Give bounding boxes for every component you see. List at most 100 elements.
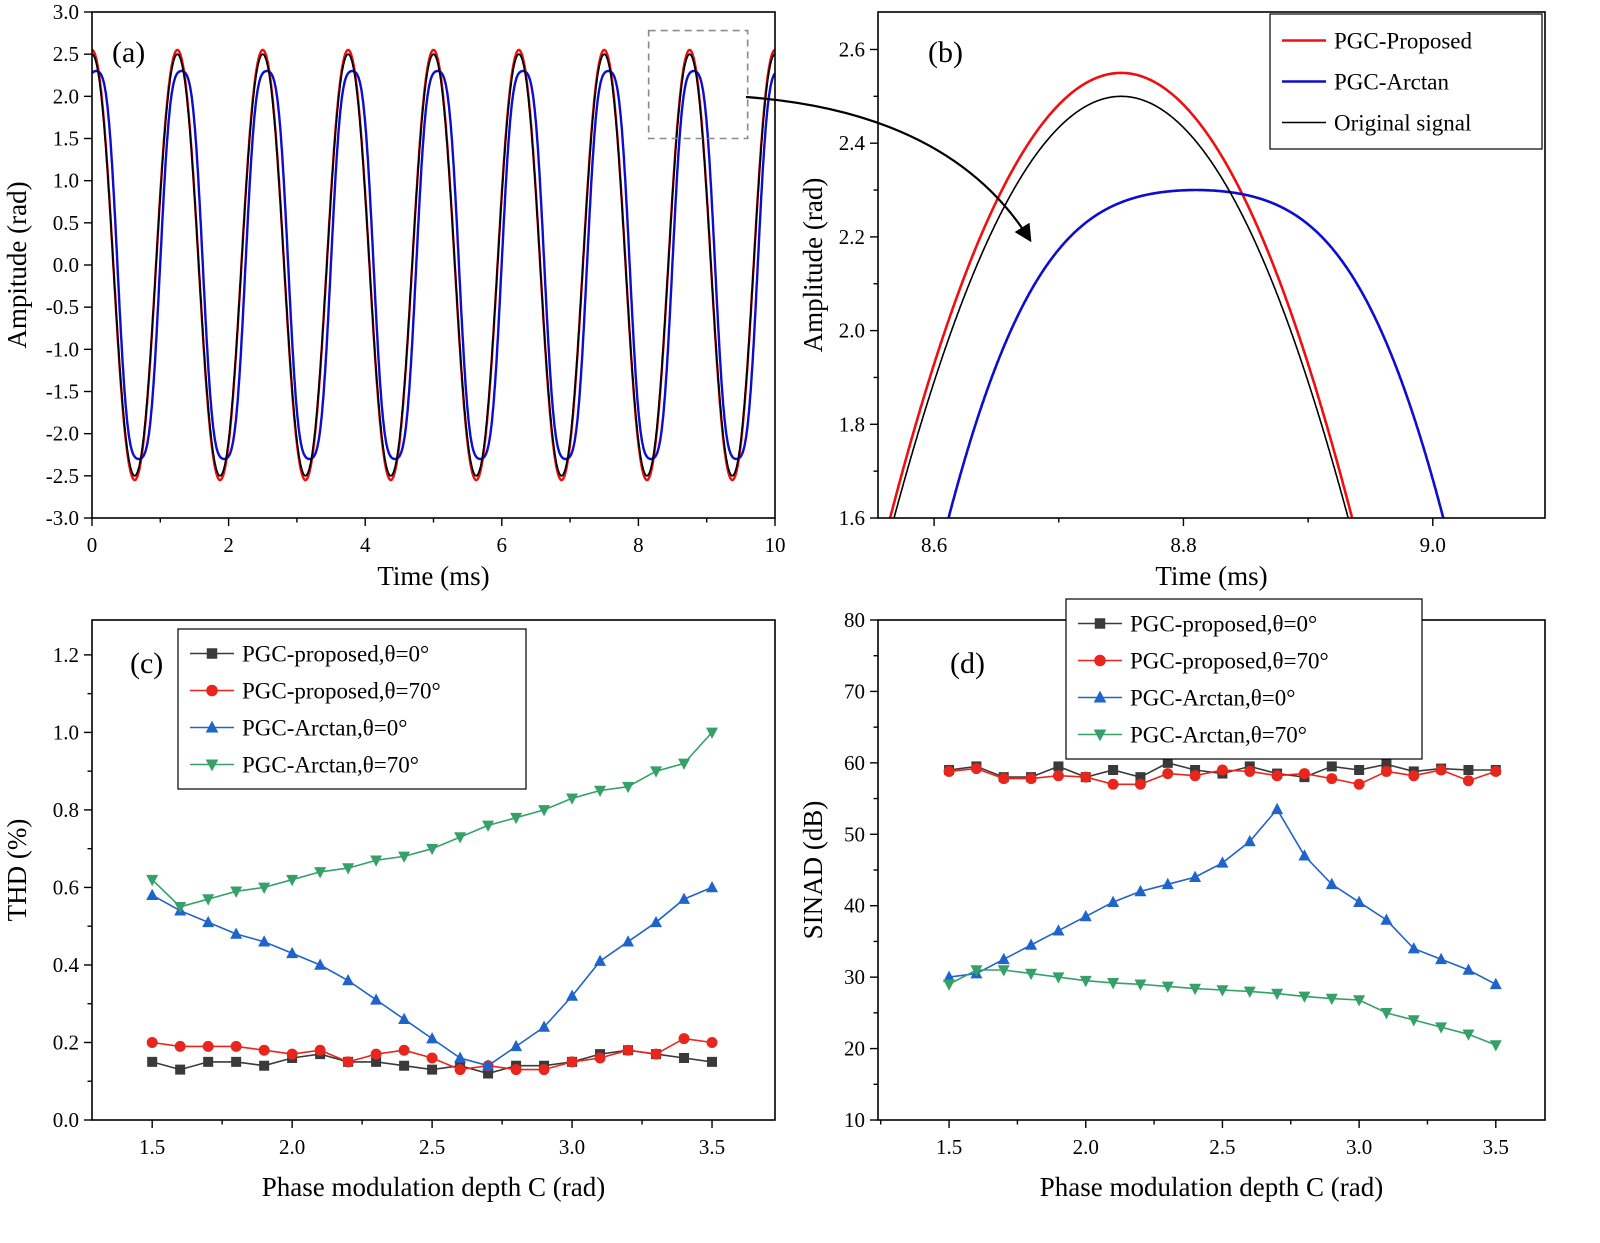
y-tick-label: 2.4 <box>839 131 866 155</box>
y-tick-label: 0.5 <box>53 211 79 235</box>
y-tick-label: 1.2 <box>53 643 79 667</box>
y-tick-label: -0.5 <box>46 295 79 319</box>
y-tick-label: -1.5 <box>46 380 79 404</box>
axis-label-y-b: Amplitude (rad) <box>800 178 828 353</box>
y-tick-label: 0.0 <box>53 1108 79 1132</box>
legend-item-label: Original signal <box>1334 111 1471 136</box>
y-tick-label: 80 <box>844 608 865 632</box>
y-tick-label: 2.5 <box>53 42 79 66</box>
legend-item-label: PGC-proposed,θ=0° <box>242 642 429 667</box>
y-tick-label: 3.0 <box>53 0 79 24</box>
ticks-d <box>870 619 1497 1128</box>
x-tick-label: 8.6 <box>921 533 947 557</box>
y-tick-label: -2.5 <box>46 464 79 488</box>
axis-label-y-d: SINAD (dB) <box>800 801 828 940</box>
x-tick-label: 3.5 <box>699 1135 725 1159</box>
axis-label-x-d: Phase modulation depth C (rad) <box>1040 1172 1383 1202</box>
y-tick-label: 2.2 <box>839 225 865 249</box>
series-pgc-arctan <box>92 69 775 461</box>
y-tick-label: -2.0 <box>46 422 79 446</box>
y-tick-label: 30 <box>844 965 865 989</box>
series-pgc-proposed <box>888 71 1354 518</box>
y-tick-label: 1.0 <box>53 169 79 193</box>
x-tick-label: 1.5 <box>936 1135 962 1159</box>
panel-a-waveform-chart: 0 2 4 6 8 10 3.0 2.5 2.0 1.5 1.0 0.5 0.0 -0.5 -1.0 -1.5… <box>2 0 786 591</box>
y-tick-label: 70 <box>844 679 865 703</box>
y-tick-label: 60 <box>844 751 865 775</box>
legend-item-label: PGC-proposed,θ=70° <box>242 679 441 704</box>
x-tick-label: 8.8 <box>1170 533 1196 557</box>
legend-item-label: PGC-Arctan,θ=0° <box>242 716 407 741</box>
y-tick-label: 2.0 <box>839 319 865 343</box>
legend-c: PGC-proposed,θ=0° PGC-proposed,θ=70° PGC-A… <box>177 628 527 790</box>
panel-label-b: (b) <box>928 36 963 69</box>
legend-item-label: PGC-Arctan <box>1334 70 1449 95</box>
panel-d-sinad-chart: 1.5 2.0 2.5 3.0 3.5 10 20 30 40 50 60 70 80 Phase mod… <box>800 598 1546 1202</box>
y-tick-label: 2.6 <box>839 37 865 61</box>
y-tick-label: 1.0 <box>53 720 79 744</box>
tick-labels-a: 0 2 4 6 8 10 3.0 2.5 2.0 1.5 1.0 0.5 0.0 -0.5 -1.0 -1.5… <box>46 0 786 557</box>
tick-labels-d: 1.5 2.0 2.5 3.0 3.5 10 20 30 40 50 60 70 80 <box>844 608 1509 1159</box>
x-tick-label: 6 <box>497 533 508 557</box>
y-tick-label: 50 <box>844 822 865 846</box>
axis-label-x-a: Time (ms) <box>377 561 489 591</box>
axis-label-y-c: THD (%) <box>2 819 32 922</box>
panel-c-thd-chart: 1.5 2.0 2.5 3.0 3.5 0.0 0.2 0.4 0.6 0.8 1.0 1.2 Phas… <box>2 619 776 1202</box>
axes-frame-c <box>91 619 776 1121</box>
x-tick-label: 8 <box>633 533 644 557</box>
legend-item-label: PGC-Arctan,θ=70° <box>1130 723 1307 748</box>
x-tick-label: 2.0 <box>1073 1135 1099 1159</box>
x-tick-label: 0 <box>87 533 98 557</box>
axis-label-y-a: Ampitude (rad) <box>2 181 32 348</box>
y-tick-label: 20 <box>844 1037 865 1061</box>
y-tick-label: -1.0 <box>46 337 79 361</box>
y-tick-label: 1.6 <box>839 506 865 530</box>
series-markers-pgc-arctan-70 <box>943 965 1502 1052</box>
x-tick-label: 9.0 <box>1420 533 1446 557</box>
legend-item-label: PGC-Arctan,θ=70° <box>242 753 419 778</box>
y-tick-label: 0.2 <box>53 1030 79 1054</box>
series-markers-pgc-proposed-70 <box>943 763 1502 790</box>
panel-label-a: (a) <box>112 36 145 69</box>
x-tick-label: 2.0 <box>279 1135 305 1159</box>
panel-label-c: (c) <box>130 647 163 680</box>
plot-area-d <box>943 757 1502 1052</box>
x-tick-label: 1.5 <box>139 1135 165 1159</box>
series-original-signal <box>92 53 775 477</box>
x-tick-label: 3.0 <box>1346 1135 1372 1159</box>
x-tick-label: 2 <box>223 533 234 557</box>
series-markers-pgc-arctan-0 <box>146 880 719 1071</box>
y-tick-label: 0.4 <box>53 953 80 977</box>
plot-area-c <box>146 727 719 1079</box>
y-tick-label: 0.0 <box>53 253 79 277</box>
legend-b: PGC-Proposed PGC-Arctan Original signal <box>1269 13 1543 150</box>
y-tick-label: 40 <box>844 894 865 918</box>
legend-item-label: PGC-proposed,θ=0° <box>1130 612 1317 637</box>
x-tick-label: 2.5 <box>419 1135 445 1159</box>
y-tick-label: 0.8 <box>53 798 79 822</box>
series-line-pgc-arctan-0 <box>948 807 1497 986</box>
axes-frame-b <box>877 11 1546 519</box>
series-markers-pgc-arctan-70 <box>146 727 719 914</box>
ticks-c <box>84 654 713 1128</box>
y-tick-label: 1.8 <box>839 412 865 436</box>
legend-d: PGC-proposed,θ=0° PGC-proposed,θ=70° PGC-A… <box>1065 598 1423 760</box>
zoom-region-box <box>647 29 749 140</box>
legend-item-label: PGC-proposed,θ=70° <box>1130 649 1329 674</box>
x-tick-label: 3.5 <box>1483 1135 1509 1159</box>
series-markers-pgc-proposed-70 <box>146 1033 718 1076</box>
legend-item-label: PGC-Arctan,θ=0° <box>1130 686 1295 711</box>
series-pgc-arctan <box>947 188 1445 518</box>
tick-labels-c: 1.5 2.0 2.5 3.0 3.5 0.0 0.2 0.4 0.6 0.8 1.0 1.2 <box>53 643 725 1159</box>
y-tick-label: 2.0 <box>53 84 79 108</box>
axis-label-x-c: Phase modulation depth C (rad) <box>262 1172 605 1202</box>
series-line-pgc-arctan-70 <box>948 969 1497 1046</box>
axis-label-x-b: Time (ms) <box>1155 561 1267 591</box>
plot-area-b <box>888 71 1445 518</box>
ticks-a <box>84 11 776 526</box>
y-tick-label: 10 <box>844 1108 865 1132</box>
x-tick-label: 4 <box>360 533 371 557</box>
panel-b-zoom-chart: 8.6 8.8 9.0 2.6 2.4 2.2 2.0 1.8 1.6 Time (ms) Ampl… <box>800 11 1546 591</box>
panel-label-d: (d) <box>950 647 985 680</box>
